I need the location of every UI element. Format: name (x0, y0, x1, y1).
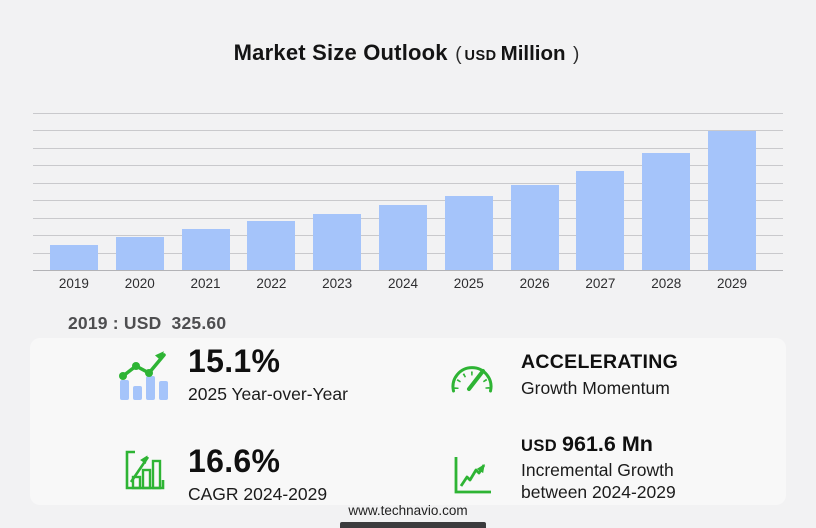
bars-container (41, 113, 765, 270)
bar-slot (699, 113, 765, 270)
bar-2025 (444, 195, 493, 270)
gridline (33, 113, 783, 114)
stat-incremental-amount: 961.6 Mn (562, 432, 653, 456)
plot-area (33, 113, 783, 271)
base-year-value: 2019 : USD 325.60 (68, 313, 227, 333)
bar-2029 (708, 130, 757, 270)
bar-slot (633, 113, 699, 270)
x-tick-label-2022: 2022 (256, 276, 287, 291)
x-axis-labels: 2019 2020 2021 2022 2023 2024 2025 2026 2027 2028… (41, 276, 765, 291)
bar-2026 (510, 185, 559, 270)
x-axis-line (33, 270, 783, 271)
gridline (33, 165, 783, 167)
stat-incremental-currency: USD (521, 437, 558, 455)
bar-slot (502, 113, 568, 270)
gridline (33, 130, 783, 132)
x-tick-label-2023: 2023 (322, 276, 353, 291)
x-tick-label-2019: 2019 (58, 276, 89, 291)
gridline (33, 147, 783, 149)
bar-growth-icon (125, 450, 165, 490)
x-tick-label-2027: 2027 (585, 276, 616, 291)
stat-momentum-label: Growth Momentum (521, 377, 670, 398)
bar-2021 (181, 229, 230, 270)
x-tick-label-2024: 2024 (387, 276, 418, 291)
stat-momentum: ACCELERATING Growth Momentum (521, 351, 679, 398)
line-growth-icon (454, 457, 491, 494)
stat-incremental-value: USD 961.6 Mn (521, 432, 676, 456)
bar-2020 (115, 236, 164, 270)
bar-2023 (313, 213, 362, 270)
bar-2028 (642, 153, 691, 270)
title-main: Market Size Outlook (233, 40, 448, 65)
bar-trend-icon (119, 351, 168, 400)
title-unit: Million (500, 42, 566, 65)
gridline (33, 200, 783, 202)
title-open-paren: ( (455, 44, 462, 65)
website-url: www.technavio.com (348, 503, 468, 518)
x-tick-label-2029: 2029 (717, 276, 748, 291)
stat-incremental: USD 961.6 Mn Incremental Growth between 2… (521, 432, 676, 502)
x-tick-label-2025: 2025 (453, 276, 484, 291)
footer-logo-bar (340, 522, 486, 528)
x-tick-label-2021: 2021 (190, 276, 221, 291)
bar-2027 (576, 171, 625, 270)
bar-slot (436, 113, 502, 270)
stat-incremental-label-line1: Incremental Growth (521, 460, 674, 481)
stat-incremental-label-line2: between 2024-2029 (521, 481, 676, 502)
bar-2024 (378, 205, 427, 270)
stat-yoy-label: 2025 Year-over-Year (188, 383, 348, 404)
stat-cagr-label: CAGR 2024-2029 (188, 483, 328, 504)
gridline (33, 182, 783, 184)
bar-2019 (49, 244, 98, 270)
x-tick-label-2020: 2020 (124, 276, 155, 291)
stat-cagr-value: 16.6% (188, 443, 281, 479)
x-tick-label-2028: 2028 (651, 276, 682, 291)
bar-slot (568, 113, 634, 270)
stat-yoy: 15.1% 2025 Year-over-Year (188, 343, 348, 404)
bar-slot (370, 113, 436, 270)
page-title: Market Size Outlook (USD Million ) (0, 40, 816, 66)
stat-momentum-value: ACCELERATING (521, 351, 679, 373)
bar-slot (173, 113, 239, 270)
stat-yoy-value: 15.1% (188, 343, 281, 379)
speedometer-icon (451, 366, 493, 393)
bar-2022 (247, 220, 296, 270)
bar-slot (41, 113, 107, 270)
title-close-paren: ) (573, 44, 580, 65)
stat-cagr: 16.6% CAGR 2024-2029 (188, 443, 328, 504)
bar-slot (304, 113, 370, 270)
bar-slot (238, 113, 304, 270)
bar-slot (107, 113, 173, 270)
title-currency: USD (464, 48, 497, 64)
x-tick-label-2026: 2026 (519, 276, 550, 291)
